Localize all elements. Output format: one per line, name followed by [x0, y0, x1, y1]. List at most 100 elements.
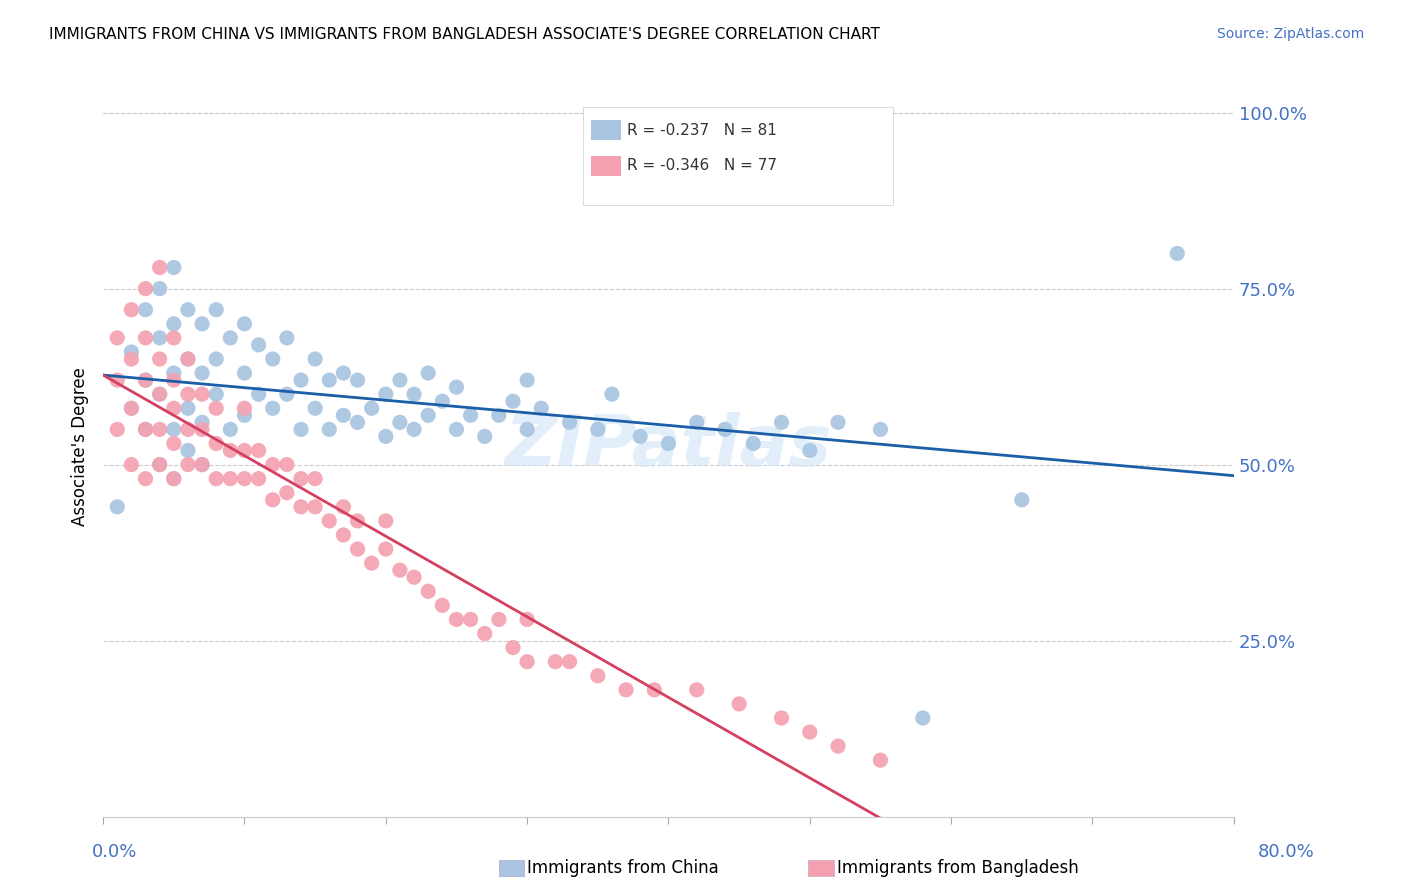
Point [869, 422, 891, 436]
Point [191, 366, 214, 380]
Point [163, 317, 186, 331]
Text: IMMIGRANTS FROM CHINA VS IMMIGRANTS FROM BANGLADESH ASSOCIATE'S DEGREE CORRELATI: IMMIGRANTS FROM CHINA VS IMMIGRANTS FROM… [49, 27, 880, 42]
Point [276, 387, 298, 401]
Text: Immigrants from China: Immigrants from China [527, 859, 718, 877]
Point [502, 640, 524, 655]
Point [332, 500, 354, 514]
Point [191, 387, 214, 401]
Point [290, 422, 312, 436]
Point [827, 739, 849, 753]
Point [446, 380, 468, 394]
Point [418, 409, 440, 423]
Point [219, 443, 242, 458]
Point [233, 472, 256, 486]
Point [304, 401, 326, 416]
Point [374, 542, 396, 557]
Point [219, 472, 242, 486]
Point [318, 514, 340, 528]
Point [686, 415, 709, 429]
Point [770, 415, 793, 429]
Point [120, 302, 142, 317]
Point [318, 422, 340, 436]
Point [177, 443, 200, 458]
Point [105, 331, 128, 345]
Point [474, 626, 496, 640]
Point [135, 472, 157, 486]
Point [657, 436, 679, 450]
Point [177, 351, 200, 366]
Point [177, 302, 200, 317]
Point [318, 373, 340, 387]
Point [262, 492, 284, 507]
Point [516, 655, 538, 669]
Point [163, 472, 186, 486]
Point [276, 458, 298, 472]
Point [149, 422, 172, 436]
Point [205, 401, 228, 416]
Point [219, 422, 242, 436]
Point [614, 682, 637, 697]
Point [643, 682, 665, 697]
Y-axis label: Associate's Degree: Associate's Degree [72, 368, 89, 526]
Point [120, 351, 142, 366]
Point [163, 260, 186, 275]
Point [304, 472, 326, 486]
Point [388, 563, 411, 577]
Point [135, 373, 157, 387]
Text: Source: ZipAtlas.com: Source: ZipAtlas.com [1216, 27, 1364, 41]
Point [516, 373, 538, 387]
Point [686, 682, 709, 697]
Point [728, 697, 751, 711]
Point [191, 458, 214, 472]
Point [446, 422, 468, 436]
Point [120, 401, 142, 416]
Point [346, 514, 368, 528]
Point [205, 351, 228, 366]
Point [163, 422, 186, 436]
Point [163, 373, 186, 387]
Point [502, 394, 524, 409]
Point [177, 458, 200, 472]
Point [247, 443, 270, 458]
Point [290, 373, 312, 387]
Point [205, 472, 228, 486]
Point [388, 373, 411, 387]
Point [558, 415, 581, 429]
Point [262, 458, 284, 472]
Point [149, 458, 172, 472]
Point [177, 422, 200, 436]
Point [105, 373, 128, 387]
Point [346, 542, 368, 557]
Text: R = -0.237   N = 81: R = -0.237 N = 81 [627, 123, 778, 137]
Point [360, 556, 382, 570]
Point [714, 422, 737, 436]
Point [402, 570, 425, 584]
Text: R = -0.346   N = 77: R = -0.346 N = 77 [627, 159, 778, 173]
Point [233, 317, 256, 331]
Point [530, 401, 553, 416]
Point [346, 373, 368, 387]
Point [149, 458, 172, 472]
Text: Immigrants from Bangladesh: Immigrants from Bangladesh [837, 859, 1078, 877]
Point [346, 415, 368, 429]
Point [247, 387, 270, 401]
Point [105, 422, 128, 436]
Point [149, 387, 172, 401]
Point [628, 429, 651, 443]
Point [177, 387, 200, 401]
Point [233, 443, 256, 458]
Point [205, 387, 228, 401]
Text: ZIPatlas: ZIPatlas [505, 412, 832, 482]
Point [460, 612, 482, 626]
Point [135, 282, 157, 296]
Point [488, 409, 510, 423]
Point [163, 436, 186, 450]
Point [105, 500, 128, 514]
Point [177, 351, 200, 366]
Point [799, 725, 821, 739]
Point [869, 753, 891, 767]
Point [332, 409, 354, 423]
Point [177, 401, 200, 416]
Point [558, 655, 581, 669]
Point [191, 317, 214, 331]
